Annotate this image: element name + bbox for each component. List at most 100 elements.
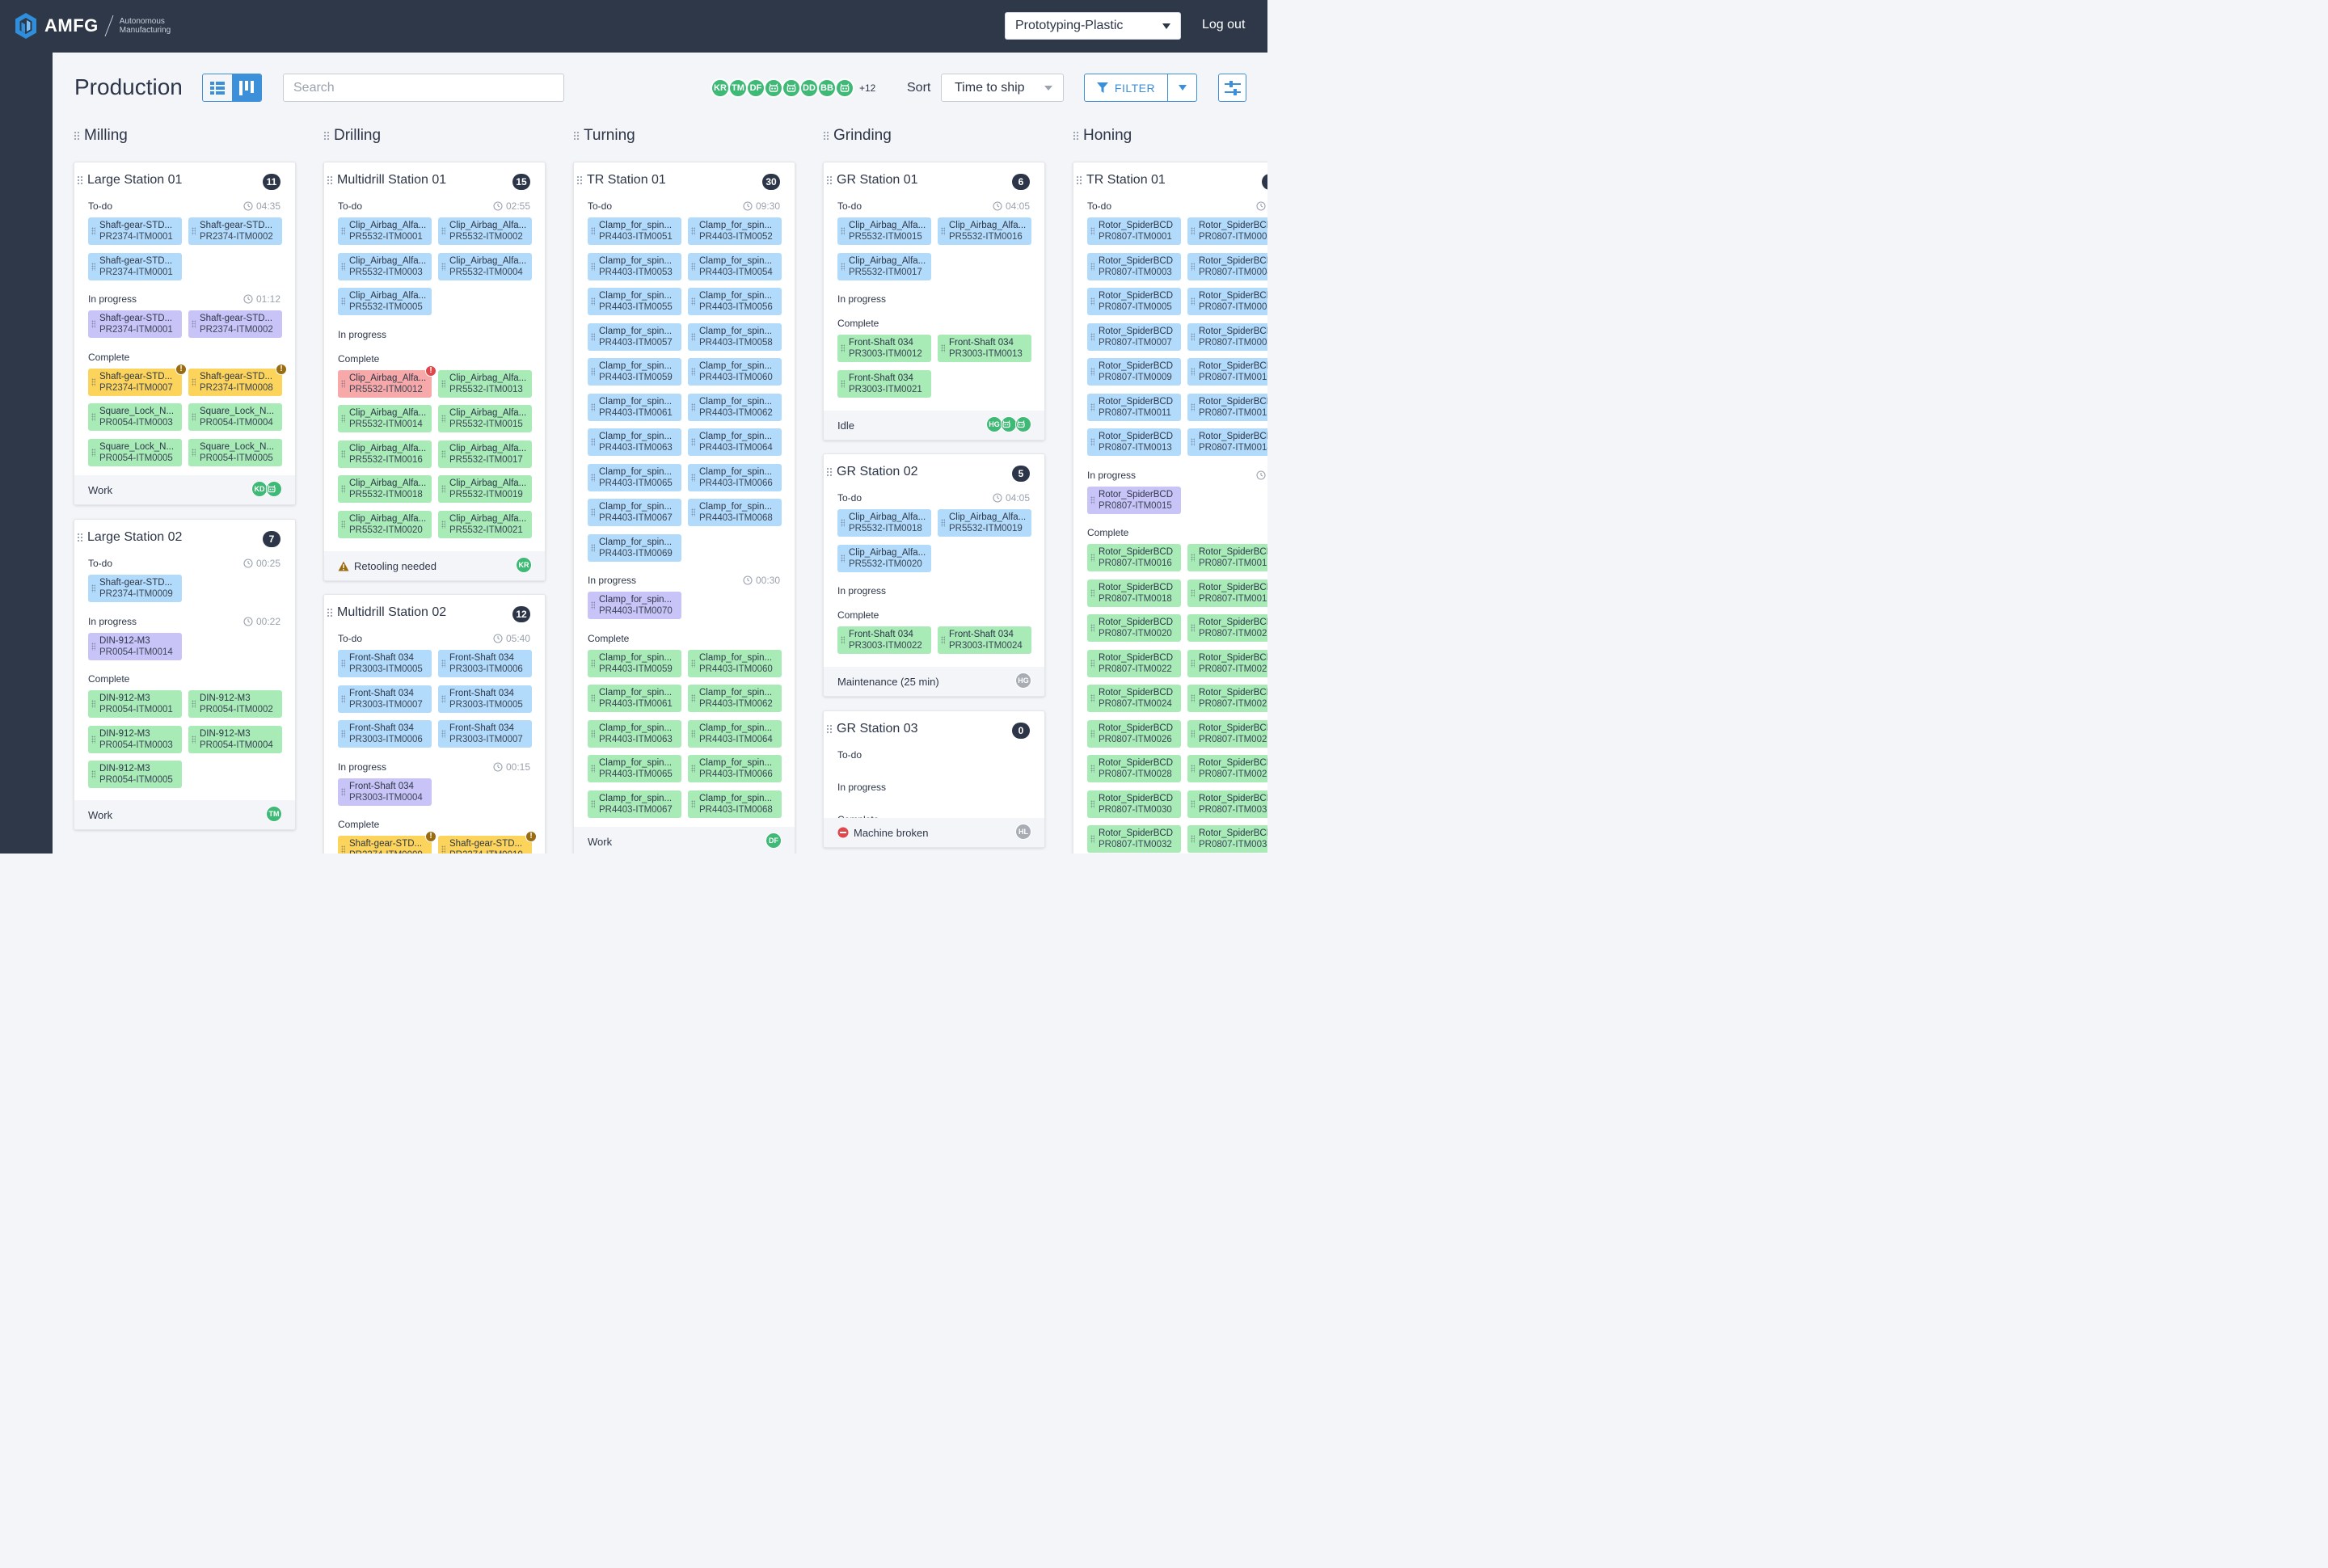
job-card[interactable]: Front-Shaft 034 PR3003-ITM0005 <box>438 685 532 713</box>
job-card[interactable]: Rotor_SpiderBCD PR0807-ITM0021 <box>1187 614 1267 642</box>
job-card[interactable]: Rotor_SpiderBCD PR0807-ITM0001 <box>1087 217 1181 245</box>
job-card[interactable]: Clamp_for_spin... PR4403-ITM0070 <box>588 592 681 619</box>
station-card[interactable]: Multidrill Station 02 12 To-do 05:40 Front-S… <box>323 594 546 854</box>
drag-handle-icon[interactable] <box>327 608 333 618</box>
station-card[interactable]: Large Station 02 7 To-do 00:25 Shaft-gear-ST… <box>74 519 296 830</box>
job-card[interactable]: Rotor_SpiderBCD PR0807-ITM0004 <box>1187 252 1267 280</box>
job-card[interactable]: Front-Shaft 034 PR3003-ITM0007 <box>438 720 532 748</box>
job-card[interactable]: Clamp_for_spin... PR4403-ITM0065 <box>588 755 681 782</box>
job-card[interactable]: Rotor_SpiderBCD PR0807-ITM0007 <box>1087 322 1181 351</box>
job-card[interactable]: Rotor_SpiderBCD PR0807-ITM0003 <box>1087 252 1181 280</box>
user-avatar[interactable]: DF <box>765 832 782 849</box>
drag-handle-icon[interactable] <box>77 175 83 185</box>
job-card[interactable]: Clamp_for_spin... PR4403-ITM0062 <box>688 393 782 421</box>
station-card[interactable]: GR Station 01 6 To-do 04:05 Clip_Airbag_Alfa… <box>823 162 1045 440</box>
job-card[interactable]: Rotor_SpiderBCD PR0807-ITM0016 <box>1087 544 1181 571</box>
drag-handle-icon[interactable] <box>826 175 833 185</box>
column-header[interactable]: Grinding <box>823 113 1049 158</box>
error-badge-icon[interactable]: ! <box>425 365 436 377</box>
job-card[interactable]: Square_Lock_N... PR0054-ITM0005 <box>88 438 182 466</box>
job-card[interactable]: DIN-912-M3 PR0054-ITM0001 <box>88 690 182 718</box>
job-card[interactable]: Clamp_for_spin... PR4403-ITM0068 <box>688 790 782 818</box>
filter-dropdown-button[interactable] <box>1168 74 1196 101</box>
job-card[interactable]: Clip_Airbag_Alfa... PR5532-ITM0020 <box>338 510 432 538</box>
job-card[interactable]: Clamp_for_spin... PR4403-ITM0069 <box>588 533 681 562</box>
job-card[interactable]: Rotor_SpiderBCD PR0807-ITM0030 <box>1087 790 1181 818</box>
robot-avatar[interactable] <box>266 481 282 497</box>
job-card[interactable]: DIN-912-M3 PR0054-ITM0004 <box>188 725 282 753</box>
job-card[interactable]: DIN-912-M3 PR0054-ITM0002 <box>188 690 282 718</box>
drag-handle-icon[interactable] <box>74 131 80 141</box>
job-card[interactable]: Rotor_SpiderBCD PR0807-ITM0023 <box>1187 649 1267 677</box>
job-card[interactable]: Clamp_for_spin... PR4403-ITM0066 <box>688 463 782 491</box>
job-card[interactable]: Clip_Airbag_Alfa... PR5532-ITM0018 <box>837 509 931 537</box>
user-avatar[interactable]: TM <box>728 78 748 98</box>
job-card[interactable]: Square_Lock_N... PR0054-ITM0005 <box>188 438 282 466</box>
job-card[interactable]: Rotor_SpiderBCD PR0807-ITM0033 <box>1187 825 1267 853</box>
job-card[interactable]: Clamp_for_spin... PR4403-ITM0054 <box>688 252 782 280</box>
job-card[interactable]: Front-Shaft 034 PR3003-ITM0024 <box>938 626 1031 654</box>
job-card[interactable]: Rotor_SpiderBCD PR0807-ITM0024 <box>1087 685 1181 712</box>
job-card[interactable]: Clamp_for_spin... PR4403-ITM0059 <box>588 649 681 677</box>
warning-badge-icon[interactable]: ! <box>525 831 537 842</box>
job-card[interactable]: Clip_Airbag_Alfa... PR5532-ITM0016 <box>338 440 432 468</box>
job-card[interactable]: Shaft-gear-STD... PR2374-ITM0009 <box>88 575 182 602</box>
station-card[interactable]: Large Station 01 11 To-do 04:35 Shaft-gear-S… <box>74 162 296 505</box>
job-card[interactable]: Shaft-gear-STD... PR2374-ITM0001 <box>88 252 182 280</box>
drag-handle-icon[interactable] <box>327 175 333 185</box>
job-card[interactable]: Rotor_SpiderBCD PR0807-ITM0027 <box>1187 719 1267 748</box>
job-card[interactable]: Rotor_SpiderBCD PR0807-ITM0026 <box>1087 719 1181 748</box>
job-card[interactable]: Clip_Airbag_Alfa... PR5532-ITM0004 <box>438 252 532 280</box>
drag-handle-icon[interactable] <box>1073 131 1079 141</box>
job-card[interactable]: Clamp_for_spin... PR4403-ITM0059 <box>588 358 681 386</box>
user-avatar[interactable]: HG <box>986 416 1002 432</box>
job-card[interactable]: Rotor_SpiderBCD PR0807-ITM0013 <box>1087 428 1181 456</box>
avatars-more-count[interactable]: +12 <box>859 82 876 94</box>
job-card[interactable]: Clamp_for_spin... PR4403-ITM0063 <box>588 719 681 748</box>
job-card[interactable]: Clip_Airbag_Alfa... PR5532-ITM0019 <box>438 475 532 503</box>
job-card[interactable]: Rotor_SpiderBCD PR0807-ITM0019 <box>1187 579 1267 607</box>
job-card[interactable]: Shaft-gear-STD... PR2374-ITM0002 <box>188 310 282 338</box>
user-avatar[interactable]: HL <box>1015 824 1031 840</box>
job-card[interactable]: Front-Shaft 034 PR3003-ITM0006 <box>338 720 432 748</box>
robot-avatar[interactable] <box>782 78 801 98</box>
user-avatar[interactable]: DF <box>746 78 765 98</box>
job-card[interactable]: Rotor_SpiderBCD PR0807-ITM0022 <box>1087 649 1181 677</box>
job-card[interactable]: Front-Shaft 034 PR3003-ITM0013 <box>938 335 1031 362</box>
job-card[interactable]: Shaft-gear-STD... PR2374-ITM0007! <box>88 363 187 396</box>
warning-badge-icon[interactable]: ! <box>425 831 436 842</box>
job-card[interactable]: Clamp_for_spin... PR4403-ITM0058 <box>688 322 782 351</box>
robot-avatar[interactable] <box>764 78 783 98</box>
job-card[interactable]: Front-Shaft 034 PR3003-ITM0021 <box>837 369 931 398</box>
job-card[interactable]: Rotor_SpiderBCD PR0807-ITM0011 <box>1087 393 1181 421</box>
user-avatar[interactable]: KR <box>516 557 532 573</box>
job-card[interactable]: Rotor_SpiderBCD PR0807-ITM0012 <box>1187 393 1267 421</box>
job-card[interactable]: Shaft-gear-STD... PR2374-ITM0001 <box>88 217 182 245</box>
robot-avatar[interactable] <box>1015 416 1031 432</box>
job-card[interactable]: Shaft-gear-STD...PR2374-ITM0009! <box>338 831 436 854</box>
job-card[interactable]: Clip_Airbag_Alfa... PR5532-ITM0016 <box>938 217 1031 245</box>
job-card[interactable]: Clamp_for_spin... PR4403-ITM0055 <box>588 288 681 315</box>
column-header[interactable]: Turning <box>573 113 799 158</box>
drag-handle-icon[interactable] <box>77 533 83 542</box>
column-header[interactable]: Honing <box>1073 113 1267 158</box>
user-avatar[interactable]: HG <box>1015 672 1031 689</box>
drag-handle-icon[interactable] <box>826 724 833 734</box>
job-card[interactable]: Front-Shaft 034 PR3003-ITM0006 <box>438 650 532 677</box>
job-card[interactable]: Clamp_for_spin... PR4403-ITM0065 <box>588 463 681 491</box>
job-card[interactable]: Front-Shaft 034 PR3003-ITM0012 <box>837 335 931 362</box>
job-card[interactable]: Clamp_for_spin... PR4403-ITM0053 <box>588 252 681 280</box>
user-avatar[interactable]: TM <box>266 806 282 822</box>
list-view-button[interactable] <box>203 74 232 101</box>
process-select[interactable]: Prototyping-Plastic <box>1005 12 1181 40</box>
job-card[interactable]: Rotor_SpiderBCD PR0807-ITM0014 <box>1187 428 1267 456</box>
drag-handle-icon[interactable] <box>323 131 330 141</box>
station-card[interactable]: Multidrill Station 01 15 To-do 02:55 Clip_Ai… <box>323 162 546 581</box>
job-card[interactable]: Front-Shaft 034 PR3003-ITM0022 <box>837 626 931 654</box>
job-card[interactable]: Clamp_for_spin... PR4403-ITM0063 <box>588 428 681 456</box>
job-card[interactable]: Rotor_SpiderBCD PR0807-ITM0032 <box>1087 825 1181 853</box>
job-card[interactable]: Clip_Airbag_Alfa... PR5532-ITM0020 <box>837 544 931 572</box>
user-avatar[interactable]: KD <box>251 481 268 497</box>
robot-avatar[interactable] <box>1001 416 1017 432</box>
